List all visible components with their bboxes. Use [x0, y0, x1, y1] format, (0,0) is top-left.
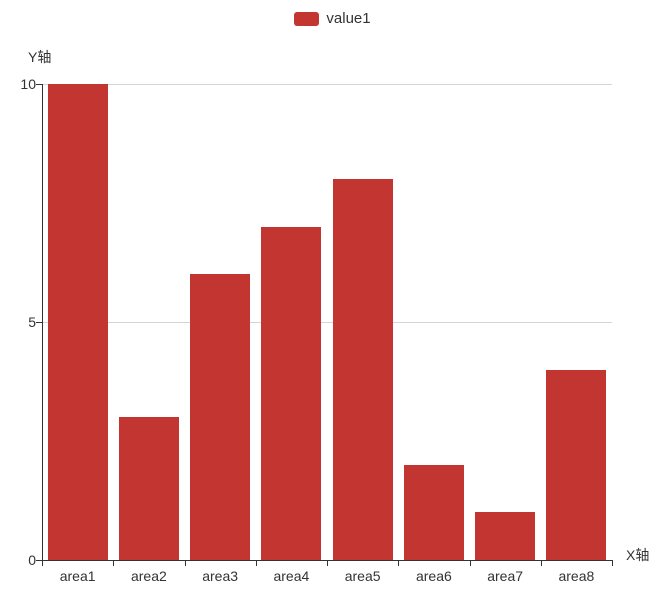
y-axis-tick	[36, 83, 42, 85]
x-tick-label: area8	[558, 568, 595, 584]
y-axis-tick	[36, 559, 42, 561]
x-tick-label: area1	[59, 568, 96, 584]
x-axis-tick	[327, 560, 328, 566]
bar-area1[interactable]	[47, 84, 108, 560]
gridline	[42, 83, 612, 85]
gridline	[42, 321, 612, 323]
y-tick-label: 0	[28, 552, 36, 568]
x-axis-tick	[256, 560, 257, 566]
x-axis-tick	[113, 560, 114, 566]
y-axis-tick	[36, 321, 42, 323]
x-tick-label: area4	[273, 568, 310, 584]
x-tick-label: area2	[130, 568, 167, 584]
x-axis-tick	[42, 560, 43, 566]
legend-swatch-icon	[294, 12, 320, 26]
x-axis-tick	[541, 560, 542, 566]
bar-area4[interactable]	[261, 226, 322, 560]
x-axis-tick	[398, 560, 399, 566]
bar-area3[interactable]	[190, 274, 251, 560]
y-tick-label: 5	[28, 314, 36, 330]
bar-area8[interactable]	[546, 369, 607, 560]
bar-area6[interactable]	[403, 464, 464, 560]
x-tick-label: area3	[202, 568, 239, 584]
x-tick-label: area7	[487, 568, 524, 584]
bar-area5[interactable]	[332, 179, 393, 560]
x-axis-tick	[185, 560, 186, 566]
x-tick-label: area6	[415, 568, 452, 584]
x-tick-label: area5	[344, 568, 381, 584]
bar-area7[interactable]	[475, 512, 536, 560]
legend-item-value1[interactable]: value1	[0, 10, 665, 27]
x-axis-title: X轴	[626, 547, 650, 563]
x-axis-tick	[612, 560, 613, 566]
y-tick-label: 10	[20, 76, 36, 92]
legend-label: value1	[326, 10, 371, 27]
y-axis-line	[42, 84, 43, 561]
x-axis-tick	[470, 560, 471, 566]
bar-area2[interactable]	[118, 417, 179, 560]
y-axis-title: Y轴	[28, 49, 52, 65]
